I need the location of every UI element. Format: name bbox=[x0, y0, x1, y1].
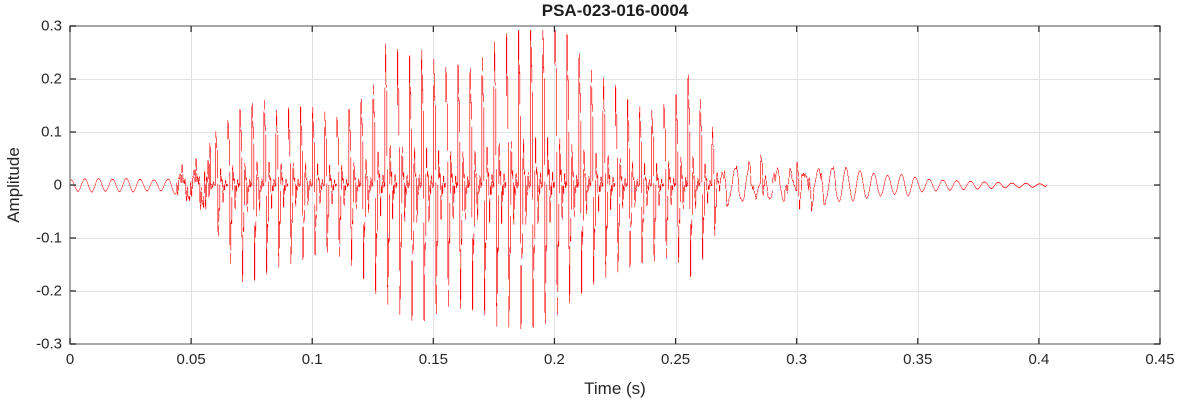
x-tick-label: 0 bbox=[65, 351, 75, 368]
x-tick-label: 0.1 bbox=[301, 351, 323, 368]
plot-title: PSA-023-016-0004 bbox=[541, 1, 689, 20]
x-tick-label: 0.25 bbox=[660, 351, 691, 368]
y-tick-label: 0.1 bbox=[41, 123, 62, 141]
x-tick-label: 0.15 bbox=[418, 351, 448, 368]
y-tick-label: -0.3 bbox=[36, 335, 62, 353]
x-tick-label: 0.05 bbox=[176, 351, 206, 368]
x-tick-label: 0.45 bbox=[1145, 351, 1175, 368]
y-tick-label: 0.2 bbox=[41, 70, 62, 88]
x-tick-label: 0.4 bbox=[1028, 351, 1050, 368]
y-tick-label: 0.3 bbox=[41, 17, 62, 35]
x-axis-label: Time (s) bbox=[584, 379, 646, 398]
x-tick-label: 0.3 bbox=[786, 351, 808, 368]
y-tick-label: 0 bbox=[53, 176, 62, 194]
x-tick-label: 0.35 bbox=[903, 351, 933, 368]
y-tick-label: -0.1 bbox=[36, 229, 62, 247]
y-tick-label: -0.2 bbox=[36, 282, 62, 300]
x-tick-label: 0.2 bbox=[544, 351, 565, 368]
